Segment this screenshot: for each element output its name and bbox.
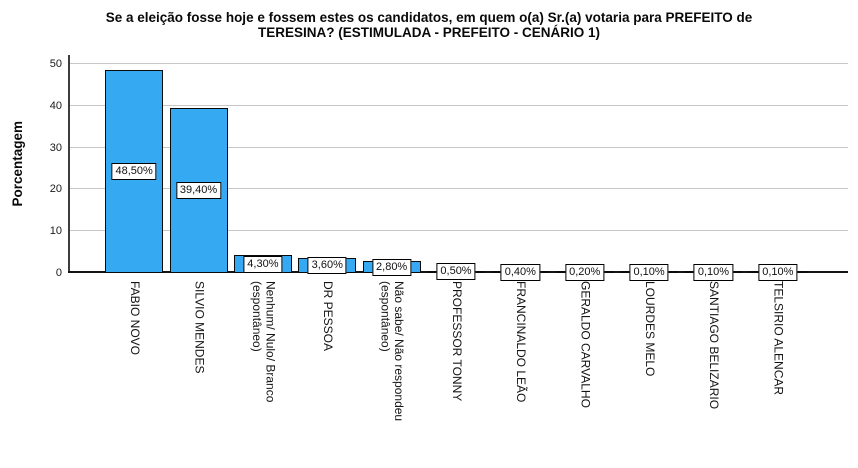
bar-value-label: 0,10%: [758, 264, 798, 282]
x-category-label: PROFESSOR TONNY: [449, 281, 464, 402]
y-axis-line: [68, 55, 70, 273]
x-category-labels: FABIO NOVO SILVIO MENDES Nenhum/ Nulo/ Bra…: [68, 281, 845, 468]
x-category-label: LOURDES MELO: [642, 281, 657, 377]
bar-value-label: 48,50%: [111, 163, 157, 181]
x-category-label: Nenhum/ Nulo/ Branco (espontâneo): [249, 281, 278, 403]
plot-area: 48,50% 39,40% 4,30% 3,60% 2,80% 0,50% 0,40% 0,2…: [68, 55, 848, 282]
y-tick-label: 50: [49, 58, 62, 70]
bar-value-label: 39,40%: [175, 182, 222, 200]
gridline: [70, 146, 848, 148]
bar-value-label: 0,10%: [693, 264, 734, 282]
x-category-label: FRANCINALDO LEÃO: [514, 281, 529, 403]
bar-value-label: 0,50%: [436, 263, 476, 281]
y-tick-label: 10: [49, 225, 62, 238]
x-category-label: Não sabe/ Não respondeu (espontâneo): [378, 281, 407, 422]
y-tick-labels: 0 10 20 30 40 50: [0, 55, 62, 279]
gridline: [70, 63, 848, 64]
bar-value-label: 0,20%: [565, 264, 605, 282]
x-category-label: TELSIRIO ALENCAR: [771, 281, 786, 396]
x-category-label: SILVIO MENDES: [192, 281, 207, 374]
bar-value-label: 4,30%: [243, 255, 283, 273]
y-tick-label: 30: [49, 141, 62, 154]
x-category-label: SANTIAGO BELIZARIO: [707, 281, 722, 410]
gridline: [70, 230, 848, 232]
x-category-label: FABIO NOVO: [127, 281, 142, 356]
x-category-label: GERALDO CARVALHO: [578, 281, 593, 408]
bar-value-label: 3,60%: [307, 256, 347, 274]
bar-value-label: 2,80%: [372, 258, 412, 276]
y-tick-label: 20: [49, 183, 62, 196]
gridline: [70, 188, 848, 190]
chart-title: Se a eleição fosse hoje e fossem estes o…: [105, 10, 753, 40]
bar-value-label: 0,40%: [500, 263, 540, 281]
bar-value-label: 0,10%: [629, 264, 669, 282]
gridline: [70, 104, 848, 106]
y-tick-label: 0: [55, 267, 62, 279]
x-category-label: DR PESSOA: [321, 281, 336, 352]
y-tick-label: 40: [49, 99, 62, 112]
